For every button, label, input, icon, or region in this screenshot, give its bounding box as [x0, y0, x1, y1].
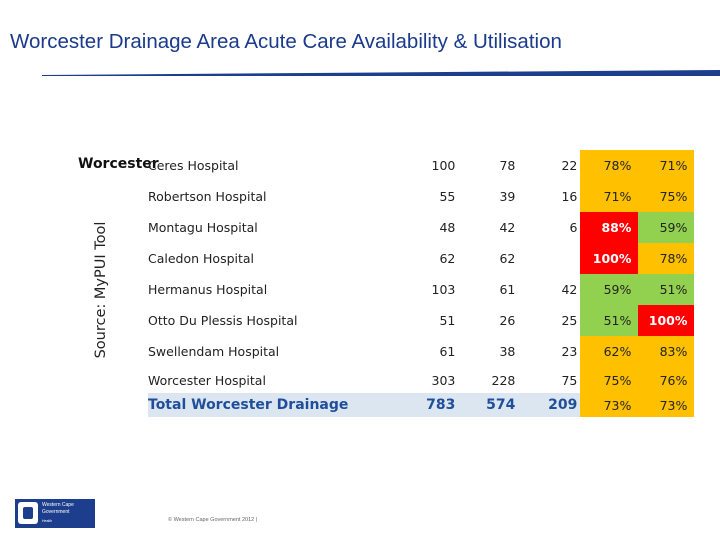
value-3-cell: 6	[569, 220, 578, 235]
hospital-name-cell: Robertson Hospital	[148, 189, 267, 204]
value-3-cell: 42	[561, 282, 578, 297]
value-1-cell: 303	[431, 372, 456, 388]
hospital-table: Ceres Hospital 100 78 22 78% 71% Robertson Hos…	[148, 150, 695, 417]
percent-2-cell: 59%	[638, 212, 695, 243]
logo-line-2: Government	[42, 509, 70, 515]
table-row: Robertson Hospital 55 39 16 71% 75%	[148, 181, 695, 212]
percent-1-cell: 59%	[580, 274, 639, 305]
percent-2-cell: 76%	[638, 367, 695, 393]
hospital-name-cell: Montagu Hospital	[148, 220, 258, 235]
total-row: Total Worcester Drainage 783 574 209 73% 73%	[148, 393, 695, 417]
percent-2-cell: 75%	[638, 181, 695, 212]
slide-title: Worcester Drainage Area Acute Care Avail…	[10, 30, 562, 53]
crest-icon	[18, 502, 38, 524]
table-row: Montagu Hospital 48 42 6 88% 59%	[148, 212, 695, 243]
value-1-cell: 62	[439, 251, 456, 266]
table-row: Hermanus Hospital 103 61 42 59% 51%	[148, 274, 695, 305]
hospital-name-cell: Caledon Hospital	[148, 251, 255, 266]
value-2-cell: 62	[499, 251, 516, 266]
percent-2-cell: 78%	[638, 243, 695, 274]
value-1-cell: 103	[431, 282, 456, 297]
table-row: Caledon Hospital 62 62 100% 78%	[148, 243, 695, 274]
logo-line-1: Western Cape	[42, 502, 74, 508]
percent-2-cell: 83%	[638, 336, 695, 367]
value-3-cell: 75	[561, 372, 578, 388]
percent-2-cell: 100%	[638, 305, 695, 336]
value-1-cell: 61	[439, 344, 456, 359]
percent-1-cell: 78%	[580, 150, 639, 181]
value-2-cell: 38	[499, 344, 516, 359]
hospital-name-cell: Swellendam Hospital	[148, 344, 280, 359]
hospital-name-cell: Total Worcester Drainage	[148, 393, 349, 417]
value-2-cell: 78	[499, 158, 516, 173]
logo-line-3: Health	[42, 519, 53, 523]
percent-1-cell: 51%	[580, 305, 639, 336]
value-1-cell: 783	[348, 393, 459, 417]
percent-2-cell: 73%	[638, 393, 695, 417]
value-3-cell: 209	[518, 393, 581, 417]
percent-1-cell: 73%	[580, 393, 639, 417]
region-label: Worcester	[78, 156, 159, 172]
table-row: Otto Du Plessis Hospital 51 26 25 51% 100%	[148, 305, 695, 336]
value-1-cell: 51	[439, 313, 456, 328]
table-row: Ceres Hospital 100 78 22 78% 71%	[148, 150, 695, 181]
value-3-cell	[518, 243, 580, 274]
value-2-cell: 61	[499, 282, 516, 297]
hospital-table-body: Ceres Hospital 100 78 22 78% 71% Robertson Hos…	[148, 150, 695, 417]
table-row: Swellendam Hospital 61 38 23 62% 83%	[148, 336, 695, 367]
value-2-cell: 26	[499, 313, 516, 328]
percent-1-cell: 88%	[580, 212, 639, 243]
title-underline	[42, 70, 720, 76]
government-logo: Western Cape Government Health	[15, 499, 95, 528]
percent-1-cell: 75%	[580, 367, 639, 393]
hospital-name-cell: Hermanus Hospital	[148, 282, 268, 297]
value-1-cell: 55	[439, 189, 456, 204]
table-row: Worcester Hospital 303 228 75 75% 76%	[148, 367, 695, 393]
hospital-name-cell: Worcester Hospital	[148, 372, 266, 388]
value-2-cell: 42	[499, 220, 516, 235]
percent-1-cell: 100%	[580, 243, 639, 274]
value-1-cell: 100	[431, 158, 456, 173]
hospital-name-cell: Otto Du Plessis Hospital	[148, 313, 298, 328]
value-2-cell: 228	[491, 372, 516, 388]
value-3-cell: 25	[561, 313, 578, 328]
value-1-cell: 48	[439, 220, 456, 235]
hospital-name-cell: Ceres Hospital	[148, 158, 239, 173]
percent-1-cell: 71%	[580, 181, 639, 212]
footer-copyright: © Western Cape Government 2012 |	[168, 517, 258, 523]
value-3-cell: 16	[561, 189, 578, 204]
percent-2-cell: 71%	[638, 150, 695, 181]
value-3-cell: 22	[561, 158, 578, 173]
percent-1-cell: 62%	[580, 336, 639, 367]
value-2-cell: 574	[458, 393, 519, 417]
percent-2-cell: 51%	[638, 274, 695, 305]
value-3-cell: 23	[561, 344, 578, 359]
source-label: Source: MyPUI Tool	[93, 221, 109, 359]
value-2-cell: 39	[499, 189, 516, 204]
